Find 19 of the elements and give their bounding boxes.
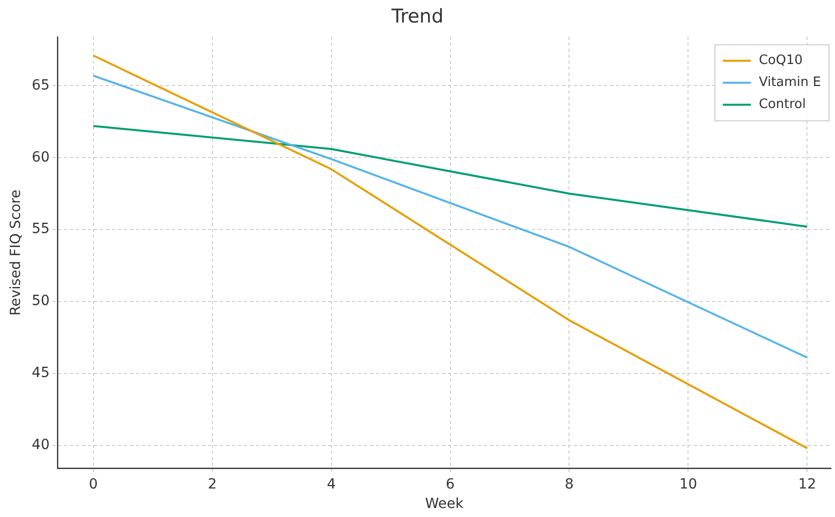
legend-label: CoQ10 <box>758 53 803 68</box>
y-axis-title: Revised FIQ Score <box>8 190 24 316</box>
x-tick-label: 4 <box>326 476 336 492</box>
y-tick-label: 40 <box>32 437 50 454</box>
x-tick-label: 8 <box>564 476 574 492</box>
chart-title: Trend <box>390 5 444 28</box>
x-tick-label: 6 <box>446 476 455 492</box>
y-tick-label: 50 <box>32 293 50 310</box>
y-tick-label: 45 <box>32 365 50 382</box>
x-tick-label: 2 <box>208 476 217 492</box>
x-tick-label: 0 <box>88 476 98 492</box>
x-tick-label: 12 <box>798 476 816 492</box>
y-tick-label: 55 <box>32 221 50 238</box>
x-tick-label: 10 <box>679 476 698 492</box>
y-tick-label: 60 <box>32 149 50 166</box>
legend-label: Control <box>758 97 806 112</box>
x-axis-title: Week <box>425 496 464 512</box>
y-tick-label: 65 <box>32 77 50 94</box>
legend-label: Vitamin E <box>758 75 822 90</box>
